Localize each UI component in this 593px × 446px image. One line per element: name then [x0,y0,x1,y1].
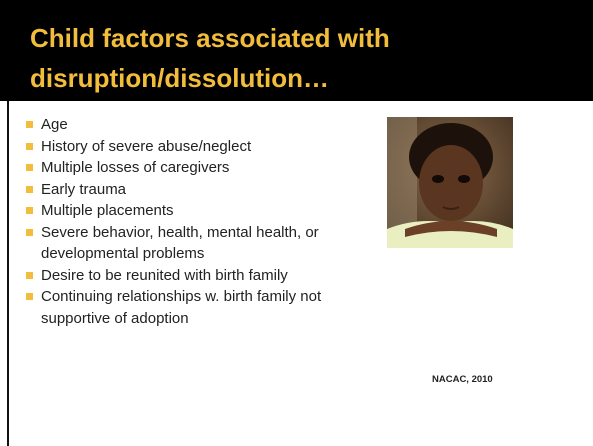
bullet-list: Age History of severe abuse/neglect Multip… [26,114,376,329]
bullet-item: Continuing relationships w. birth family… [26,286,376,329]
bullet-item: Age [26,114,376,136]
bullet-item: Desire to be reunited with birth family [26,265,376,287]
bullet-item: Multiple placements [26,200,376,222]
child-photo [387,117,513,248]
slide-title: Child factors associated with disruption… [30,23,390,93]
left-rule [7,101,9,446]
bullet-item: History of severe abuse/neglect [26,136,376,158]
citation: NACAC, 2010 [432,374,493,385]
bullet-item: Multiple losses of caregivers [26,157,376,179]
bullet-item: Early trauma [26,179,376,201]
header-band: Child factors associated with disruption… [0,0,593,101]
bullet-item: Severe behavior, health, mental health, … [26,222,376,265]
